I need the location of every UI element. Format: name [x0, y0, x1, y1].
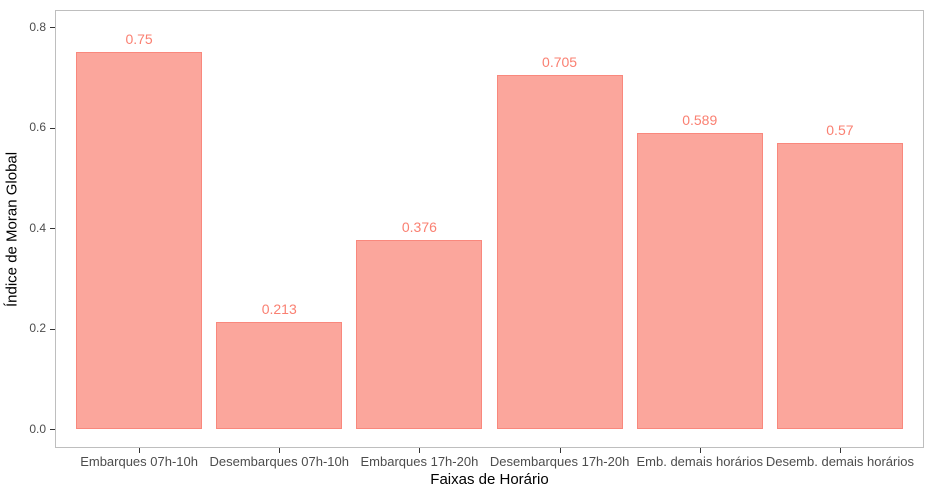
x-tick-mark	[559, 448, 561, 453]
y-tick-mark	[50, 228, 55, 229]
y-tick-mark	[50, 27, 55, 28]
x-tick-label: Desemb. demais horários	[765, 454, 914, 469]
y-tick-label: 0.6	[29, 120, 46, 134]
y-tick-label: 0.8	[29, 19, 46, 34]
x-tick-mark	[839, 448, 841, 453]
x-axis-title: Faixas de Horário	[430, 471, 549, 488]
bar-value-label: 0.589	[682, 112, 718, 129]
bar-value-label: 0.57	[826, 121, 854, 138]
bar	[776, 142, 903, 429]
x-tick-mark	[699, 448, 701, 453]
x-tick-mark	[279, 448, 281, 453]
bar-value-label: 0.705	[542, 53, 578, 70]
bar-value-label: 0.376	[401, 219, 437, 236]
bar	[636, 133, 763, 429]
x-tick-mark	[419, 448, 421, 453]
x-tick-label: Embarques 07h-10h	[80, 454, 198, 469]
x-tick-label: Emb. demais horários	[636, 454, 763, 469]
y-tick-mark	[50, 127, 55, 129]
bar	[496, 74, 623, 429]
bar	[216, 321, 343, 429]
y-tick-label: 0.0	[29, 421, 46, 436]
x-tick-label: Embarques 17h-20h	[360, 454, 479, 469]
y-tick-mark	[50, 328, 55, 330]
bar-value-label: 0.75	[125, 31, 153, 48]
y-tick-mark	[50, 429, 55, 430]
bar-value-label: 0.213	[261, 300, 297, 317]
x-tick-mark	[139, 448, 141, 453]
x-tick-label: Desembarques 17h-20h	[489, 454, 630, 469]
x-tick-label: Desembarques 07h-10h	[209, 454, 349, 469]
y-tick-label: 0.2	[29, 321, 46, 335]
bar	[356, 240, 483, 429]
bar	[76, 52, 203, 429]
y-tick-label: 0.4	[29, 220, 46, 235]
